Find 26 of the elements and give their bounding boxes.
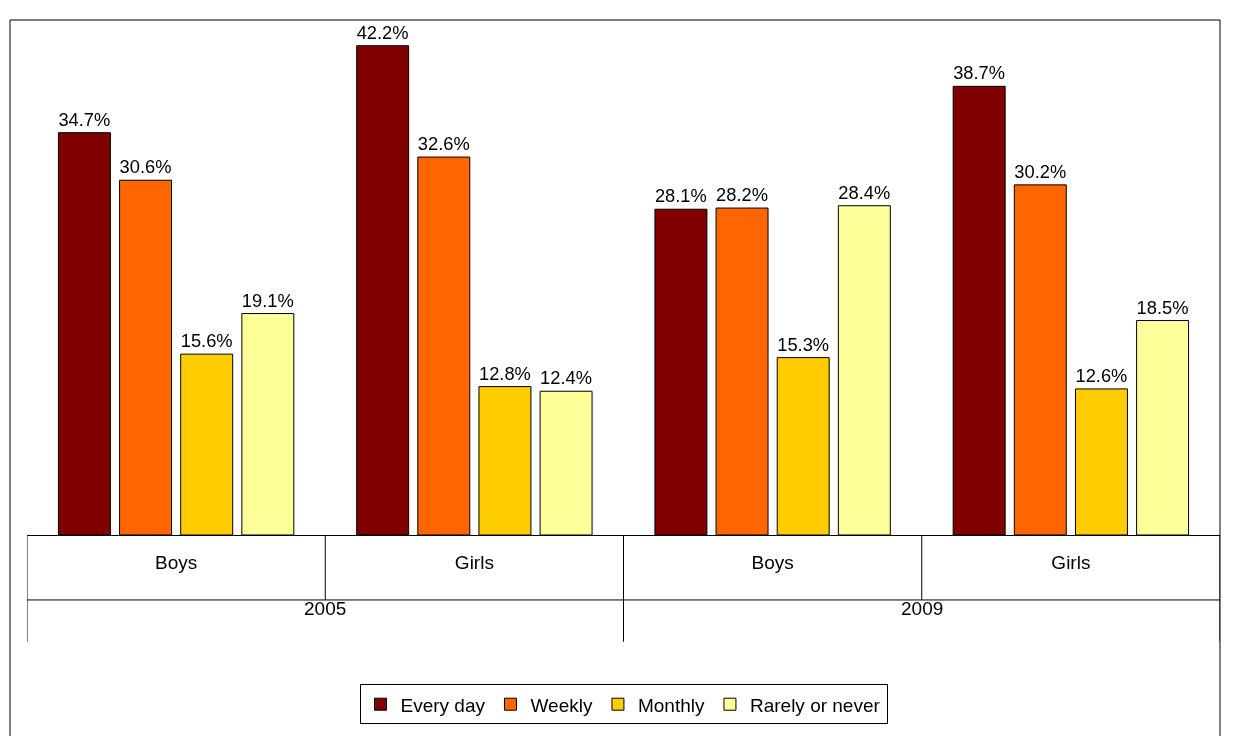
legend-label: Weekly xyxy=(530,694,593,716)
text: 2005 xyxy=(304,598,347,619)
text: 2009 xyxy=(901,598,944,619)
data-label: 18.5% xyxy=(1136,296,1189,318)
legend-label: Monthly xyxy=(637,694,705,716)
data-label: 12.8% xyxy=(478,362,531,384)
legend-label: Rarely or never xyxy=(749,694,881,716)
data-label: 12.6% xyxy=(1075,365,1128,387)
data-label: 30.6% xyxy=(119,156,172,178)
data-label: 19.1% xyxy=(241,289,294,311)
legend-label: Every day xyxy=(400,694,486,716)
data-label: 28.1% xyxy=(654,185,707,207)
data-label: 15.3% xyxy=(777,333,830,355)
data-label: 12.4% xyxy=(540,367,592,389)
data-label: 15.6% xyxy=(180,330,233,352)
x-tick-label: Boys xyxy=(155,551,198,573)
x-tick-label: Girls xyxy=(1051,551,1091,573)
x-tick-label: Girls xyxy=(454,551,494,573)
data-label: 34.7% xyxy=(58,108,111,130)
data-label: 38.7% xyxy=(953,62,1006,84)
data-label: 28.2% xyxy=(716,184,768,206)
data-label: 28.4% xyxy=(838,181,891,203)
data-label: 42.2% xyxy=(356,21,409,43)
data-label: 32.6% xyxy=(417,133,470,155)
x-tick-label: Boys xyxy=(751,551,794,573)
data-label: 30.2% xyxy=(1014,161,1067,183)
